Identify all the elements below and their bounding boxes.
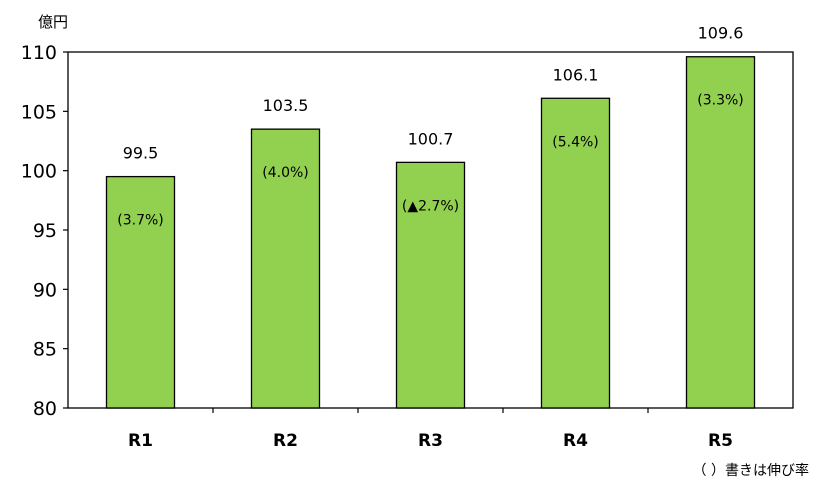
- x-tick-label: R1: [128, 431, 153, 451]
- growth-rate-label: (3.3%): [697, 93, 744, 109]
- bar-r4: [540, 97, 611, 409]
- data-label: 100.7: [408, 129, 454, 148]
- footnote: （ ）書きは伸び率: [693, 462, 809, 479]
- growth-rate-label: (3.7%): [117, 213, 164, 229]
- y-tick-label: 85: [33, 339, 57, 361]
- y-tick-label: 80: [33, 398, 57, 420]
- data-label: 99.5: [123, 144, 159, 163]
- y-tick-label: 110: [21, 42, 57, 64]
- data-label: 109.6: [698, 24, 744, 43]
- growth-rate-label: (5.4%): [552, 134, 599, 150]
- bar-r1: [105, 175, 176, 409]
- y-tick-label: 100: [21, 161, 57, 183]
- y-tick-label: 95: [33, 220, 57, 242]
- data-label: 103.5: [263, 96, 309, 115]
- bar-r5: [685, 56, 756, 409]
- data-label: 106.1: [553, 65, 599, 84]
- bars: 99.5 (3.7%) 103.5 (4.0%) 100.7 (▲2.7%) 106.1 (5…: [105, 24, 756, 409]
- y-unit-label: 億円: [38, 13, 68, 31]
- growth-rate-label: (▲2.7%): [402, 198, 459, 214]
- growth-rate-label: (4.0%): [262, 165, 309, 181]
- x-tick-label: R5: [708, 431, 733, 451]
- x-tick-label: R4: [563, 431, 588, 451]
- x-axis: R1 R2 R3 R4 R5: [128, 408, 733, 451]
- y-tick-label: 105: [21, 101, 57, 123]
- x-tick-label: R2: [273, 431, 298, 451]
- x-tick-label: R3: [418, 431, 443, 451]
- y-tick-label: 90: [33, 279, 57, 301]
- y-axis: 80 85 90 95 100 105 110: [21, 42, 68, 420]
- bar-r2: [250, 128, 321, 409]
- bar-r3: [395, 161, 466, 409]
